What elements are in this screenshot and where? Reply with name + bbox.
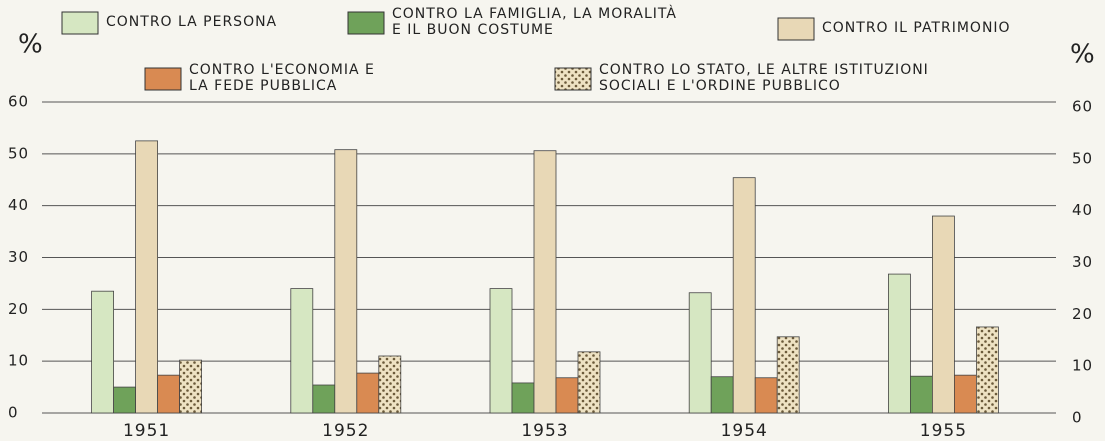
y2-tick-label: 20	[1072, 305, 1093, 323]
y2-tick-label: 60	[1072, 98, 1093, 116]
x-tick-label: 1952	[322, 421, 369, 441]
legend-label: CONTRO IL PATRIMONIO	[822, 20, 1011, 36]
bar	[334, 149, 358, 414]
bar	[157, 374, 181, 414]
legend-line: CONTRO IL PATRIMONIO	[822, 20, 1011, 36]
x-tick-label: 1955	[920, 421, 967, 441]
bar	[754, 377, 778, 414]
legend-swatch	[777, 17, 815, 41]
bar	[688, 292, 712, 414]
legend-swatch	[347, 11, 385, 35]
y2-tick-label: 30	[1072, 253, 1093, 271]
legend-label: CONTRO LO STATO, LE ALTRE ISTITUZIONI SOC…	[599, 62, 929, 94]
legend-line: E IL BUON COSTUME	[392, 22, 554, 38]
bar	[577, 351, 601, 414]
legend-swatch	[554, 67, 592, 91]
legend-label: CONTRO L'ECONOMIA E LA FEDE PUBBLICA	[189, 62, 375, 94]
bar	[932, 215, 955, 414]
legend-line: CONTRO L'ECONOMIA E	[189, 62, 375, 78]
bar	[732, 177, 756, 414]
bar	[511, 382, 535, 414]
y-tick-label: 60	[8, 93, 29, 111]
legend-line: CONTRO LA PERSONA	[106, 14, 277, 30]
y2-tick-label: 50	[1072, 149, 1093, 167]
bar	[555, 377, 579, 414]
x-tick-label: 1951	[123, 421, 170, 441]
bar	[489, 288, 513, 414]
y-axis-label: %	[18, 30, 44, 60]
y2-tick-label: 40	[1072, 201, 1093, 219]
y-tick-label: 50	[8, 144, 29, 162]
legend-swatch	[144, 67, 182, 91]
y-tick-label: 10	[8, 352, 29, 370]
bar	[378, 355, 402, 414]
legend-label: CONTRO LA FAMIGLIA, LA MORALITÀ E IL BUON…	[392, 5, 677, 38]
legend-swatch	[61, 11, 99, 35]
y-tick-label: 30	[8, 248, 29, 266]
bar	[776, 336, 800, 414]
y-tick-label: 20	[8, 300, 29, 318]
legend-line: CONTRO LO STATO, LE ALTRE ISTITUZIONI	[599, 62, 929, 78]
legend-line: CONTRO LA FAMIGLIA, LA MORALITÀ	[392, 5, 677, 22]
bar	[312, 384, 336, 414]
bar	[710, 376, 734, 414]
bar	[290, 288, 314, 414]
y-tick-label: 40	[8, 196, 29, 214]
bar	[910, 375, 933, 414]
bar	[91, 290, 114, 414]
y2-tick-label: 0	[1072, 409, 1083, 427]
y2-tick-label: 10	[1072, 357, 1093, 375]
legend-label: CONTRO LA PERSONA	[106, 14, 277, 30]
bar	[113, 386, 136, 414]
x-tick-label: 1953	[521, 421, 568, 441]
bar	[976, 326, 999, 414]
x-tick-label: 1954	[721, 421, 768, 441]
bar	[356, 372, 380, 414]
y-tick-label: 0	[8, 404, 19, 422]
bar	[533, 150, 557, 414]
legend-line: SOCIALI E L'ORDINE PUBBLICO	[599, 78, 841, 94]
legend-line: LA FEDE PUBBLICA	[189, 78, 337, 94]
bar	[954, 374, 977, 414]
y2-axis-label: %	[1070, 40, 1096, 70]
bar	[888, 273, 911, 414]
bar	[179, 359, 203, 414]
bar	[135, 140, 159, 414]
